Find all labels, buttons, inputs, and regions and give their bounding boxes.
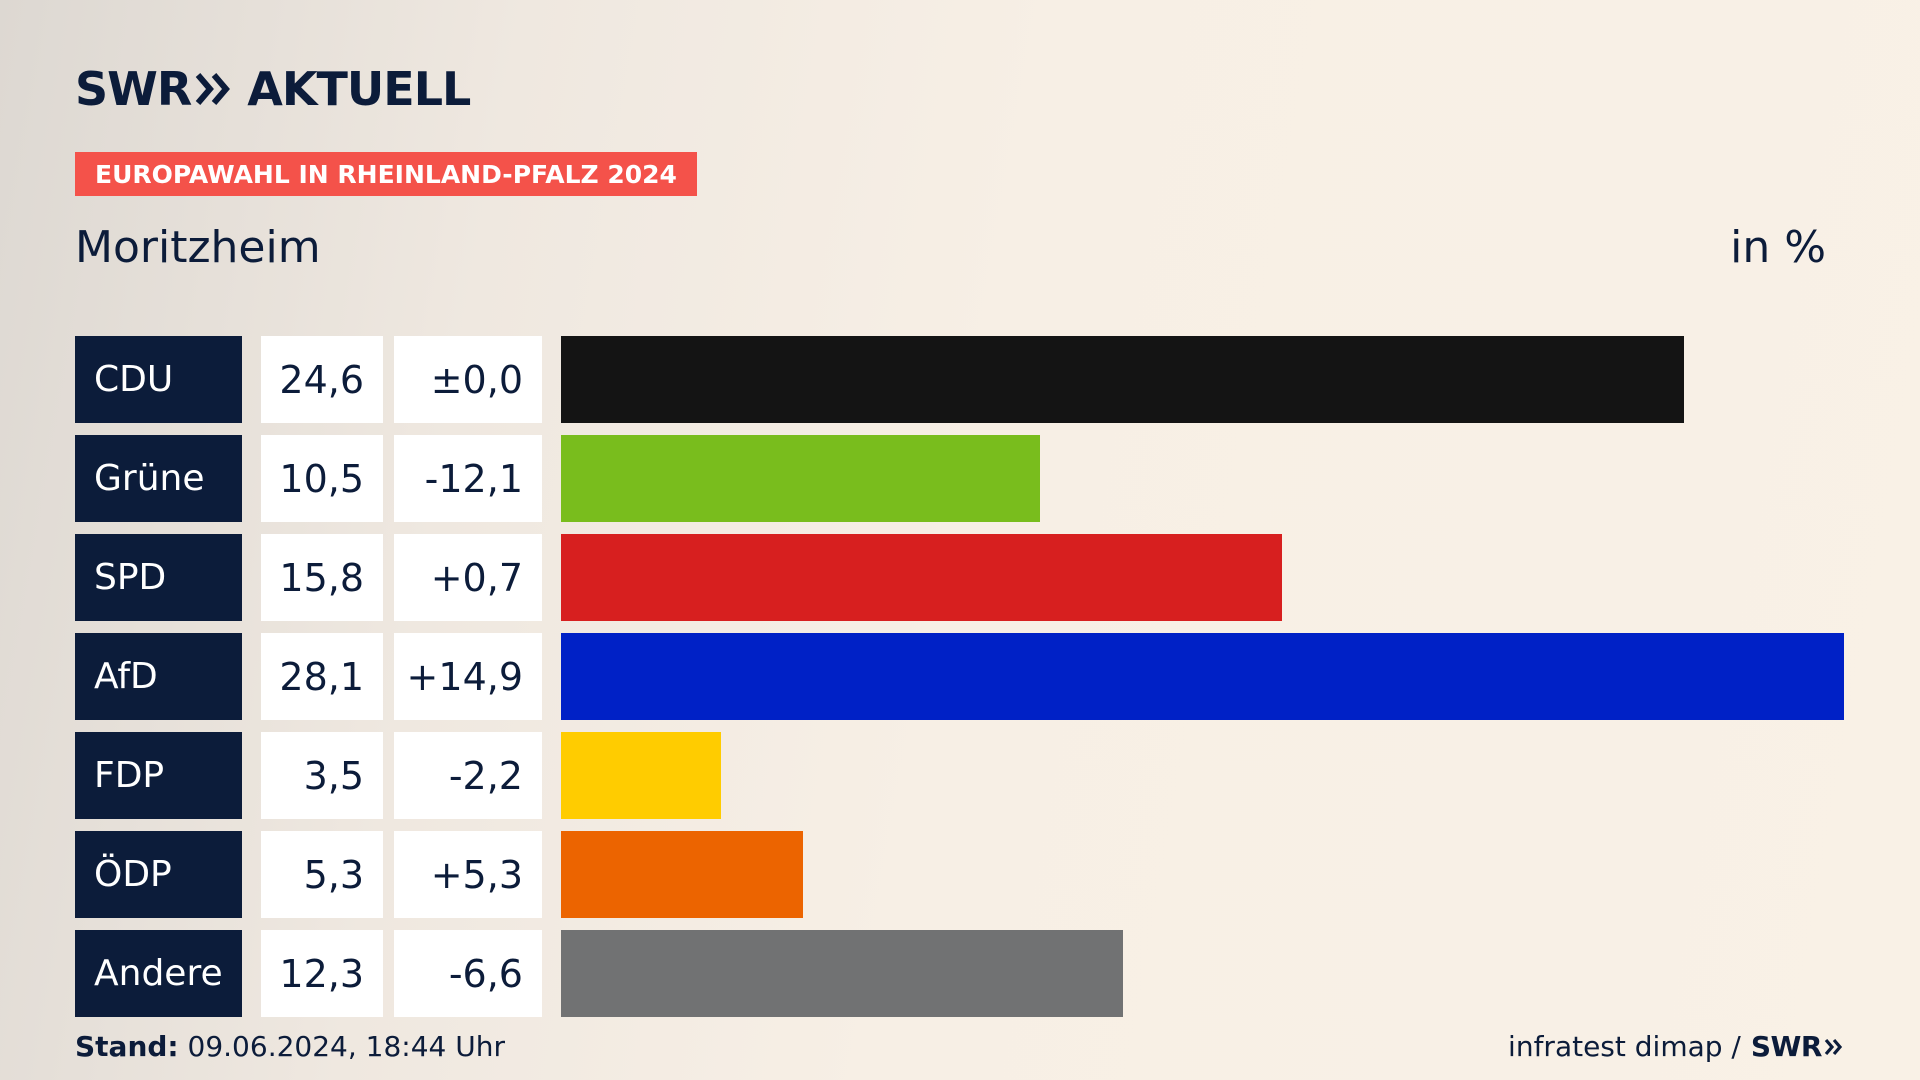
mini-chevron-icon	[1824, 1038, 1843, 1055]
result-bar	[561, 930, 1123, 1017]
result-row: CDU 24,6 ±0,0	[0, 336, 1920, 423]
result-bar	[561, 534, 1282, 621]
logo-swr-text: SWR	[75, 62, 192, 116]
vote-share-value: 5,3	[261, 831, 383, 918]
result-row: Andere 12,3 -6,6	[0, 930, 1920, 1017]
vote-change-value: -6,6	[394, 930, 542, 1017]
result-bar	[561, 831, 803, 918]
party-label: ÖDP	[75, 831, 242, 918]
result-row: Grüne 10,5 -12,1	[0, 435, 1920, 522]
place-title: Moritzheim	[75, 222, 321, 273]
party-label: Grüne	[75, 435, 242, 522]
party-label: SPD	[75, 534, 242, 621]
vote-change-value: -12,1	[394, 435, 542, 522]
party-label: Andere	[75, 930, 242, 1017]
double-chevron-icon	[195, 72, 233, 106]
vote-share-value: 12,3	[261, 930, 383, 1017]
vote-change-value: +14,9	[394, 633, 542, 720]
vote-change-value: +0,7	[394, 534, 542, 621]
unit-label: in %	[1730, 222, 1826, 273]
swr-mini-text: SWR	[1750, 1030, 1823, 1063]
source-credit: infratest dimap / SWR	[1508, 1030, 1844, 1063]
party-label: FDP	[75, 732, 242, 819]
stand-label: Stand:	[75, 1030, 179, 1063]
swr-mini-logo: SWR	[1751, 1030, 1844, 1063]
vote-change-value: -2,2	[394, 732, 542, 819]
election-tag: EUROPAWAHL IN RHEINLAND-PFALZ 2024	[75, 152, 697, 196]
result-row: AfD 28,1 +14,9	[0, 633, 1920, 720]
logo-aktuell-text: AKTUELL	[247, 62, 471, 116]
vote-share-value: 28,1	[261, 633, 383, 720]
vote-change-value: +5,3	[394, 831, 542, 918]
vote-share-value: 15,8	[261, 534, 383, 621]
party-label: CDU	[75, 336, 242, 423]
vote-share-value: 10,5	[261, 435, 383, 522]
result-row: ÖDP 5,3 +5,3	[0, 831, 1920, 918]
result-row: FDP 3,5 -2,2	[0, 732, 1920, 819]
source-text: infratest dimap /	[1508, 1030, 1741, 1063]
result-bar	[561, 435, 1040, 522]
result-bar	[561, 732, 721, 819]
vote-share-value: 3,5	[261, 732, 383, 819]
stand-value: 09.06.2024, 18:44 Uhr	[187, 1030, 505, 1063]
timestamp: Stand: 09.06.2024, 18:44 Uhr	[75, 1030, 505, 1063]
swr-aktuell-logo: SWR AKTUELL	[75, 62, 471, 116]
party-label: AfD	[75, 633, 242, 720]
vote-share-value: 24,6	[261, 336, 383, 423]
vote-change-value: ±0,0	[394, 336, 542, 423]
result-bar	[561, 336, 1684, 423]
result-row: SPD 15,8 +0,7	[0, 534, 1920, 621]
result-bar	[561, 633, 1844, 720]
